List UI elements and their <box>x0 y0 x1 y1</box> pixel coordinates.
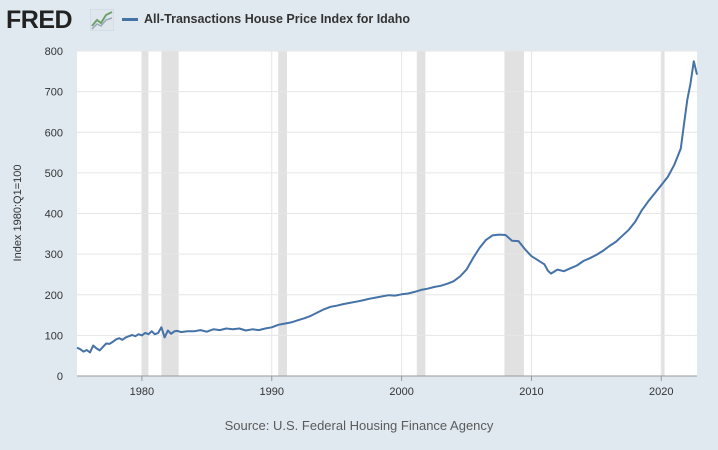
chart-source: Source: U.S. Federal Housing Finance Age… <box>224 418 494 433</box>
x-tick-label: 1990 <box>260 386 284 398</box>
y-tick-label: 600 <box>45 127 63 139</box>
y-tick-label: 400 <box>45 209 63 221</box>
x-tick-label: 2000 <box>389 386 413 398</box>
x-tick-label: 2020 <box>649 386 673 398</box>
y-tick-label: 200 <box>45 290 63 302</box>
y-tick-label: 500 <box>45 168 63 180</box>
y-tick-label: 0 <box>57 371 63 383</box>
y-tick-label: 700 <box>45 87 63 99</box>
chart-legend: All-Transactions House Price Index for I… <box>122 11 410 27</box>
fred-logo[interactable]: FRED <box>6 6 73 34</box>
legend-swatch <box>122 17 138 21</box>
trend-chart-icon <box>90 9 114 31</box>
y-tick-label: 300 <box>45 249 63 261</box>
series-group <box>76 60 698 354</box>
series-line <box>76 60 698 354</box>
y-tick-label: 100 <box>45 330 63 342</box>
legend-label: All-Transactions House Price Index for I… <box>144 12 411 26</box>
x-tick-label: 2010 <box>519 386 543 398</box>
y-tick-label: 800 <box>45 46 63 58</box>
grid <box>77 50 697 376</box>
axes: 0 100 200 300 400 500 600 700 800 1980 1990 2000 201… <box>45 46 697 398</box>
x-tick-label: 1980 <box>130 386 154 398</box>
